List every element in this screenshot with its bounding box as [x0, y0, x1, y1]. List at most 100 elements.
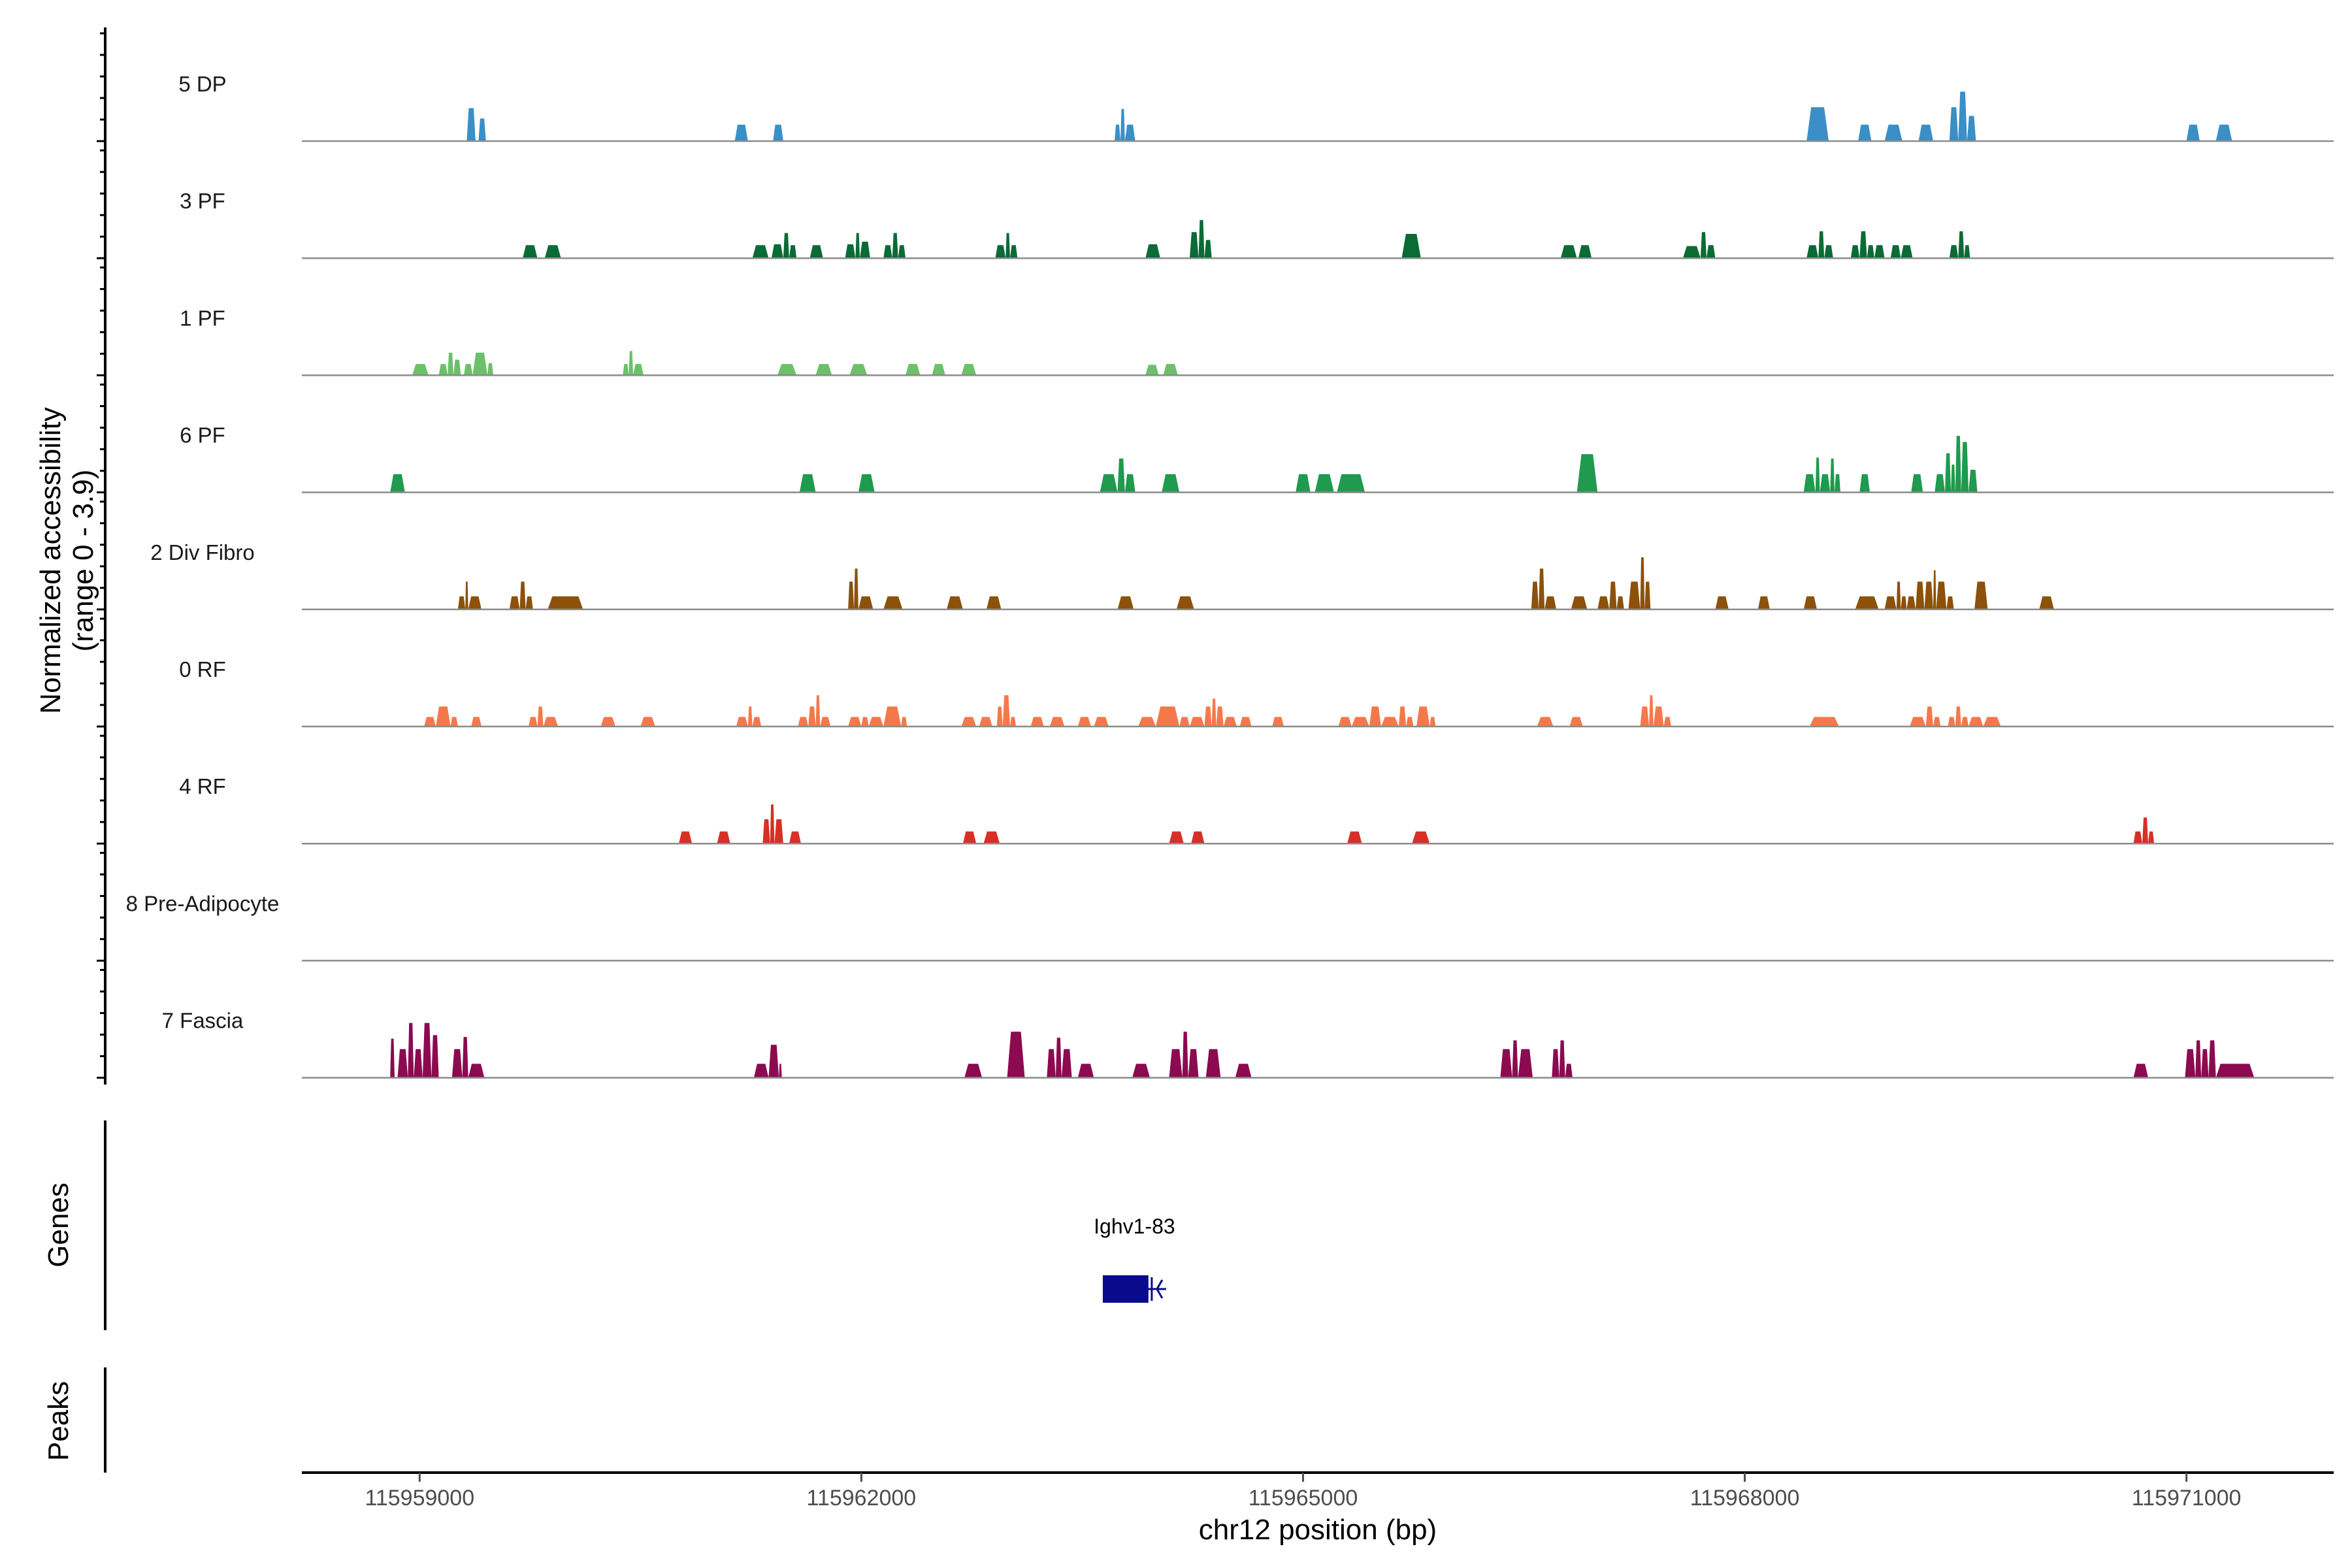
coverage-peak	[678, 831, 693, 844]
coverage-peak	[1132, 1064, 1151, 1078]
coverage-peak	[762, 819, 770, 844]
coverage-peak	[1757, 596, 1770, 610]
coverage-peak	[1700, 232, 1707, 259]
coverage-peak	[1955, 706, 1961, 727]
coverage-peak	[1835, 474, 1840, 493]
coverage-peak	[1649, 695, 1654, 727]
coverage-peak	[1890, 245, 1901, 259]
coverage-peak	[1859, 231, 1867, 259]
track-1-pf: 1 PF	[180, 306, 2334, 376]
coverage-peak	[1115, 124, 1120, 141]
coverage-peak	[1850, 245, 1860, 259]
track-7-fascia: 7 Fascia	[162, 1009, 2334, 1079]
coverage-peak	[1120, 108, 1125, 141]
coverage-tracks: 5 DP 3 PF 1 PF 6 PF 2 Div Fibro 0 RF 4 RF 8 Pre…	[126, 72, 2334, 1079]
coverage-peak	[883, 596, 903, 610]
coverage-peak	[1806, 245, 1819, 259]
coverage-peak	[600, 717, 615, 727]
coverage-peak	[1935, 474, 1945, 493]
gene-exon	[1102, 1275, 1149, 1303]
track-3-pf: 3 PF	[180, 189, 2334, 259]
track-0-rf: 0 RF	[179, 657, 2334, 728]
coverage-peak	[2208, 1040, 2216, 1078]
coverage-peak	[752, 717, 762, 727]
coverage-peak	[961, 717, 977, 727]
coverage-peak	[858, 474, 875, 493]
coverage-peak	[1946, 596, 1954, 610]
coverage-peak	[1176, 596, 1194, 610]
coverage-peak	[1002, 695, 1010, 727]
coverage-peak	[2185, 1049, 2196, 1078]
coverage-peak	[1188, 1049, 1199, 1078]
y-axis-label: Normalized accessibility	[35, 407, 67, 713]
coverage-peak	[1967, 116, 1976, 141]
coverage-peak	[1859, 474, 1870, 493]
coverage-peak	[861, 717, 869, 727]
gene-track: Ighv1-83	[1094, 1215, 1175, 1303]
coverage-peak	[848, 581, 855, 610]
track-2-div-fibro: 2 Div Fibro	[150, 540, 2334, 611]
coverage-peak	[471, 717, 482, 727]
coverage-peak	[845, 244, 856, 259]
coverage-peak	[868, 717, 884, 727]
coverage-peak	[412, 364, 429, 376]
coverage-peak	[947, 596, 963, 610]
coverage-peak	[815, 695, 821, 727]
coverage-peak	[1820, 474, 1831, 493]
coverage-peak	[487, 363, 493, 376]
coverage-peak	[2195, 1040, 2202, 1078]
coverage-peak	[1955, 436, 1961, 493]
coverage-peak	[1531, 581, 1539, 610]
coverage-peak	[1315, 474, 1334, 493]
coverage-peak	[509, 596, 520, 610]
coverage-peak	[1406, 717, 1414, 727]
coverage-peak	[855, 233, 860, 259]
coverage-peak	[996, 706, 1003, 727]
coverage-peak	[1901, 596, 1907, 610]
coverage-peak	[768, 1045, 779, 1078]
coverage-peak	[1806, 107, 1829, 141]
track-5-dp: 5 DP	[178, 72, 2334, 142]
coverage-peak	[1560, 245, 1577, 259]
coverage-peak	[1191, 831, 1205, 844]
coverage-peak	[1429, 717, 1436, 727]
coverage-peak	[1145, 365, 1159, 376]
coverage-peak	[1005, 233, 1010, 259]
coverage-peak	[1412, 831, 1430, 844]
coverage-peak	[1169, 831, 1184, 844]
coverage-peak	[1924, 581, 1933, 610]
coverage-peak	[472, 352, 487, 376]
coverage-peak	[1179, 717, 1190, 727]
coverage-peak	[1818, 231, 1825, 259]
coverage-peak	[1949, 107, 1959, 141]
coverage-peak	[1169, 1049, 1183, 1078]
coverage-peak	[1223, 717, 1237, 727]
coverage-peak	[1640, 706, 1650, 727]
coverage-peak	[451, 1049, 463, 1078]
coverage-peak	[1933, 717, 1941, 727]
coverage-peak	[1351, 717, 1369, 727]
coverage-peak	[1815, 457, 1820, 493]
coverage-peak	[397, 1049, 408, 1078]
coverage-peak	[1896, 581, 1901, 610]
coverage-peak	[1961, 442, 1969, 493]
coverage-peak	[1512, 1040, 1518, 1078]
coverage-peak	[640, 717, 655, 727]
coverage-peak	[1189, 232, 1199, 259]
coverage-peak	[995, 245, 1006, 259]
coverage-y-ticks	[97, 32, 105, 1079]
coverage-peak	[1968, 717, 1984, 727]
coverage-peak	[2148, 831, 2155, 844]
coverage-peak	[932, 364, 945, 376]
coverage-peak	[1824, 245, 1833, 259]
coverage-peak	[478, 118, 486, 141]
coverage-peak	[1874, 245, 1885, 259]
coverage-peak	[1030, 717, 1044, 727]
track-label: 3 PF	[180, 189, 225, 213]
coverage-peak	[1884, 596, 1897, 610]
coverage-peak	[736, 717, 748, 727]
coverage-peak	[1933, 570, 1936, 610]
coverage-peak	[1945, 453, 1952, 493]
coverage-peak	[983, 831, 1000, 844]
